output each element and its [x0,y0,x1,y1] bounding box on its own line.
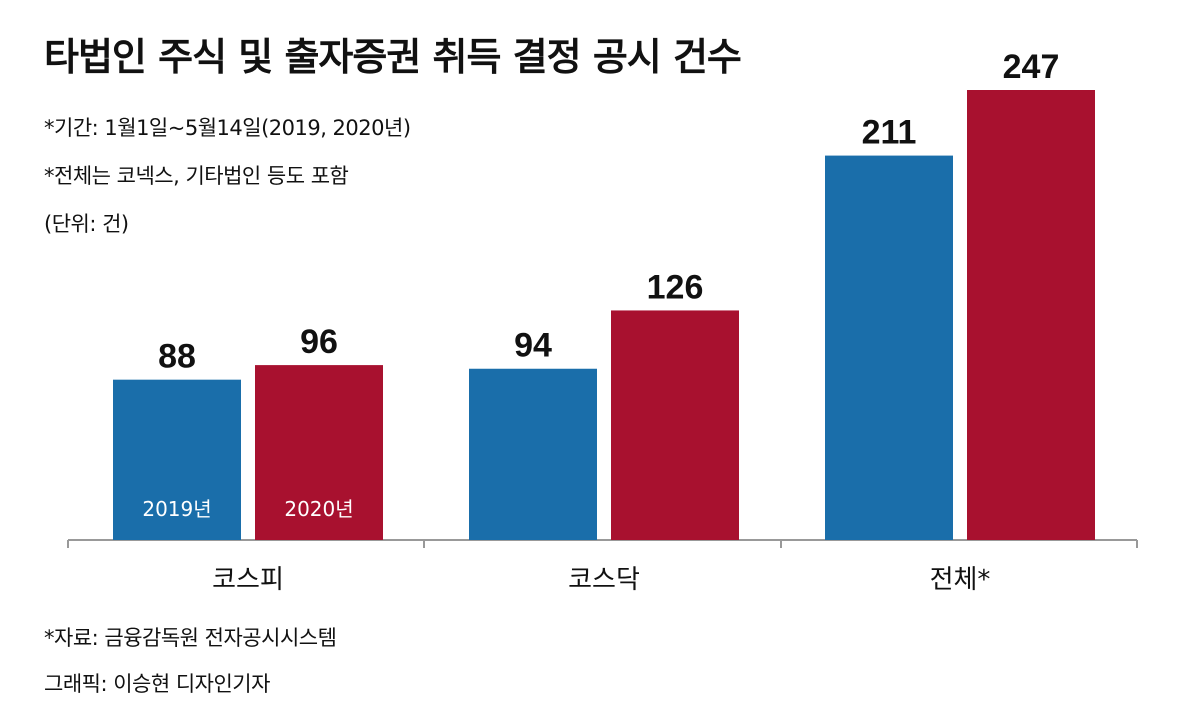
category-label-전체*: 전체* [930,565,991,595]
source-note: *자료: 금융감독원 전자공시시스템 [44,626,337,650]
legend-label-2019년: 2019년 [142,497,211,521]
bar-2019년-코스닥 [469,368,597,540]
data-label-2020년-코스닥: 126 [647,268,704,306]
legend-label-2020년: 2020년 [284,497,353,521]
chart-title: 타법인 주식 및 출자증권 취득 결정 공시 건수 [44,35,742,79]
data-label-2020년-전체*: 247 [1003,48,1060,86]
bar-2019년-전체* [825,155,953,541]
category-label-코스닥: 코스닥 [568,565,640,595]
data-label-2019년-전체*: 211 [862,114,917,152]
category-label-코스피: 코스피 [212,565,284,595]
data-label-2019년-코스닥: 94 [514,327,552,365]
data-label-2020년-코스피: 96 [300,323,338,361]
total-note: *전체는 코넥스, 기타법인 등도 포함 [44,164,349,188]
bar-2019년-코스피 [113,379,241,540]
bar-2020년-코스닥 [611,310,739,540]
period-note: *기간: 1월1일~5월14일(2019, 2020년) [44,116,411,140]
data-label-2019년-코스피: 88 [158,338,196,376]
bar-2020년-코스피 [255,365,383,540]
bar-2020년-전체* [967,90,1095,540]
credit-note: 그래픽: 이승현 디자인기자 [44,672,270,696]
unit-note: (단위: 건) [44,212,129,236]
